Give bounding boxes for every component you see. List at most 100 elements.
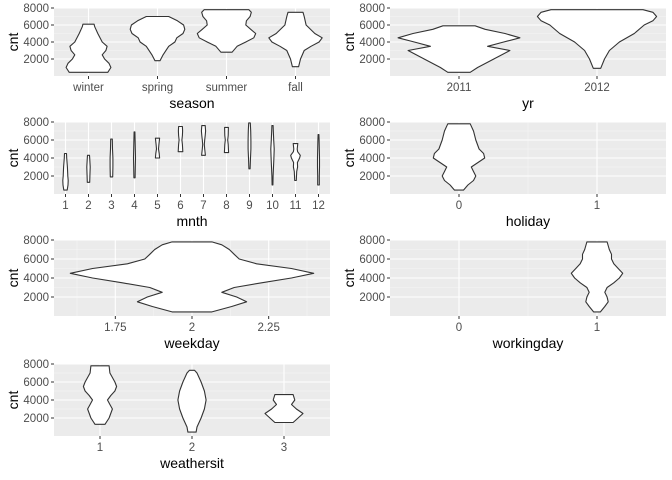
y-tick-label: 2000 [23,171,49,183]
violin-2 [69,241,315,313]
violin-1 [62,152,69,191]
y-tick-label: 6000 [359,135,385,147]
y-axis-title: cnt [341,33,357,52]
x-axis-title: weekday [163,335,219,351]
x-axis-title: weathersit [159,455,224,471]
x-axis-title: workingday [492,335,564,351]
y-tick-label: 6000 [23,20,49,32]
y-tick-label: 2000 [359,292,385,304]
violin-3 [109,138,114,178]
y-tick-label: 6000 [359,254,385,266]
violin-4 [132,131,137,179]
violin-10 [270,125,275,186]
violin-0 [432,123,486,191]
x-tick-label: 2 [189,442,195,454]
violin-6 [177,125,184,153]
panel-workingday: 2000 4000 6000 8000 0 1 workingday cnt [341,235,666,351]
y-tick-label: 4000 [23,395,49,407]
y-tick-label: 8000 [23,117,49,129]
y-tick-label: 8000 [359,3,385,15]
violin-8 [223,126,230,154]
x-tick-label: 12 [312,200,325,212]
y-tick-label: 2000 [359,171,385,183]
violin-7 [200,125,207,156]
violin-5 [154,137,161,159]
violin-1 [82,365,118,425]
x-tick-label: 2011 [447,82,472,94]
violin-winter [65,23,112,73]
violin-2012 [536,9,658,69]
x-axis-title: season [169,95,214,111]
violin-12 [316,134,321,186]
violin-fall [268,11,323,68]
x-tick-label: summer [206,82,248,94]
panel-holiday: 2000 4000 6000 8000 0 1 holiday cnt [341,117,666,229]
x-tick-label: 7 [200,200,206,212]
violin-3 [264,394,304,424]
x-tick-label: 3 [108,200,114,212]
y-tick-label: 4000 [23,37,49,49]
x-tick-label: winter [72,82,104,94]
panel-yr: 2000 4000 6000 8000 2011 2012 yr cnt [341,3,666,111]
x-axis-title: mnth [176,213,207,229]
y-tick-label: 4000 [359,37,385,49]
y-tick-label: 8000 [23,235,49,247]
y-tick-label: 4000 [23,153,49,165]
y-tick-label: 4000 [359,273,385,285]
y-axis-title: cnt [5,269,21,288]
x-tick-label: fall [288,82,303,94]
y-axis-title: cnt [341,269,357,288]
x-tick-label: 1 [62,200,68,212]
y-tick-label: 6000 [359,20,385,32]
x-tick-label: 9 [246,200,252,212]
x-tick-label: 4 [131,200,138,212]
y-tick-label: 6000 [23,377,49,389]
y-axis-title: cnt [5,33,21,52]
x-tick-label: 2.25 [257,322,279,334]
violin-2 [177,369,207,433]
violin-1 [570,241,624,313]
panel-season: 2000 4000 6000 8000 winter spring summer fall se… [5,3,330,111]
violin-2011 [397,25,521,73]
violin-9 [247,122,252,170]
x-tick-label: 1.75 [104,322,126,334]
violin-2 [86,154,91,183]
y-tick-label: 8000 [23,3,49,15]
x-tick-label: 2012 [584,82,610,94]
x-tick-label: 2 [189,322,195,334]
x-tick-label: 1 [594,200,600,212]
violin-summer [196,9,257,53]
panel-weathersit: 2000 4000 6000 8000 1 2 3 weathersit cnt [5,359,330,471]
x-tick-label: 6 [177,200,183,212]
y-tick-label: 6000 [23,254,49,266]
x-tick-label: 1 [97,442,103,454]
y-tick-label: 4000 [359,153,385,165]
violin-11 [290,143,301,182]
x-tick-label: 0 [456,200,462,212]
panel-weekday: 2000 4000 6000 8000 1.75 2 2.25 weekday cnt [5,235,330,351]
y-tick-label: 4000 [23,273,49,285]
x-axis-title: yr [522,95,534,111]
y-tick-label: 2000 [23,413,49,425]
x-tick-label: 2 [85,200,91,212]
y-tick-label: 8000 [359,117,385,129]
x-tick-label: 1 [594,322,600,334]
y-tick-label: 2000 [23,292,49,304]
x-tick-label: spring [142,82,173,94]
y-tick-label: 6000 [23,135,49,147]
x-tick-label: 11 [290,200,302,212]
x-tick-label: 0 [456,322,462,334]
x-tick-label: 5 [154,200,160,212]
violin-spring [129,15,186,62]
x-tick-label: 3 [281,442,287,454]
x-axis-title: holiday [506,213,550,229]
y-tick-label: 2000 [359,54,385,66]
y-axis-title: cnt [341,149,357,168]
y-axis-title: cnt [5,149,21,168]
x-tick-label: 8 [223,200,229,212]
y-tick-label: 2000 [23,54,49,66]
y-tick-label: 8000 [23,359,49,371]
y-axis-title: cnt [5,391,21,410]
x-tick-label: 10 [266,200,279,212]
